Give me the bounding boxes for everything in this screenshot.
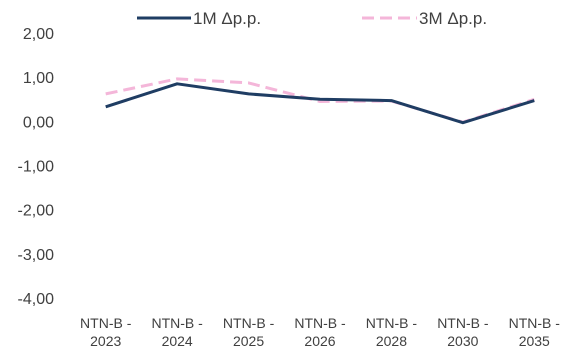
- x-tick-label: NTN-B -2026: [294, 315, 346, 349]
- y-tick-label: -3,00: [18, 247, 55, 264]
- data-point: [176, 77, 179, 80]
- y-axis: 2,00 1,00 0,00 -1,00 -2,00 -3,00 -4,00: [18, 26, 55, 308]
- x-tick-label: NTN-B -2028: [366, 315, 418, 349]
- data-point: [176, 82, 179, 85]
- x-tick-label: NTN-B -2030: [437, 315, 489, 349]
- data-point: [461, 121, 464, 124]
- x-tick-label: NTN-B -2023: [80, 315, 132, 349]
- y-tick-label: 1,00: [23, 70, 54, 87]
- series-line-0: [105, 82, 535, 125]
- data-point: [533, 99, 536, 102]
- legend: 1M Δp.p. 3M Δp.p.: [137, 9, 487, 28]
- y-tick-label: -1,00: [18, 159, 55, 176]
- y-tick-label: 2,00: [23, 26, 54, 43]
- legend-label-3m: 3M Δp.p.: [419, 9, 487, 28]
- plot-area: [104, 77, 536, 125]
- x-tick-label: NTN-B -2024: [151, 315, 203, 349]
- x-axis: NTN-B -2023 NTN-B -2024 NTN-B -2025 NTN-B -…: [80, 315, 560, 349]
- data-point: [104, 105, 107, 108]
- y-tick-label: -4,00: [18, 291, 55, 308]
- x-tick-label: NTN-B -2025: [223, 315, 275, 349]
- data-point: [390, 99, 393, 102]
- y-tick-label: 0,00: [23, 114, 54, 131]
- data-point: [247, 81, 250, 84]
- y-tick-label: -2,00: [18, 203, 55, 220]
- data-point: [319, 98, 322, 101]
- x-tick-label: NTN-B -2035: [509, 315, 561, 349]
- data-point: [104, 92, 107, 95]
- legend-label-1m: 1M Δp.p.: [193, 9, 261, 28]
- data-point: [247, 92, 250, 95]
